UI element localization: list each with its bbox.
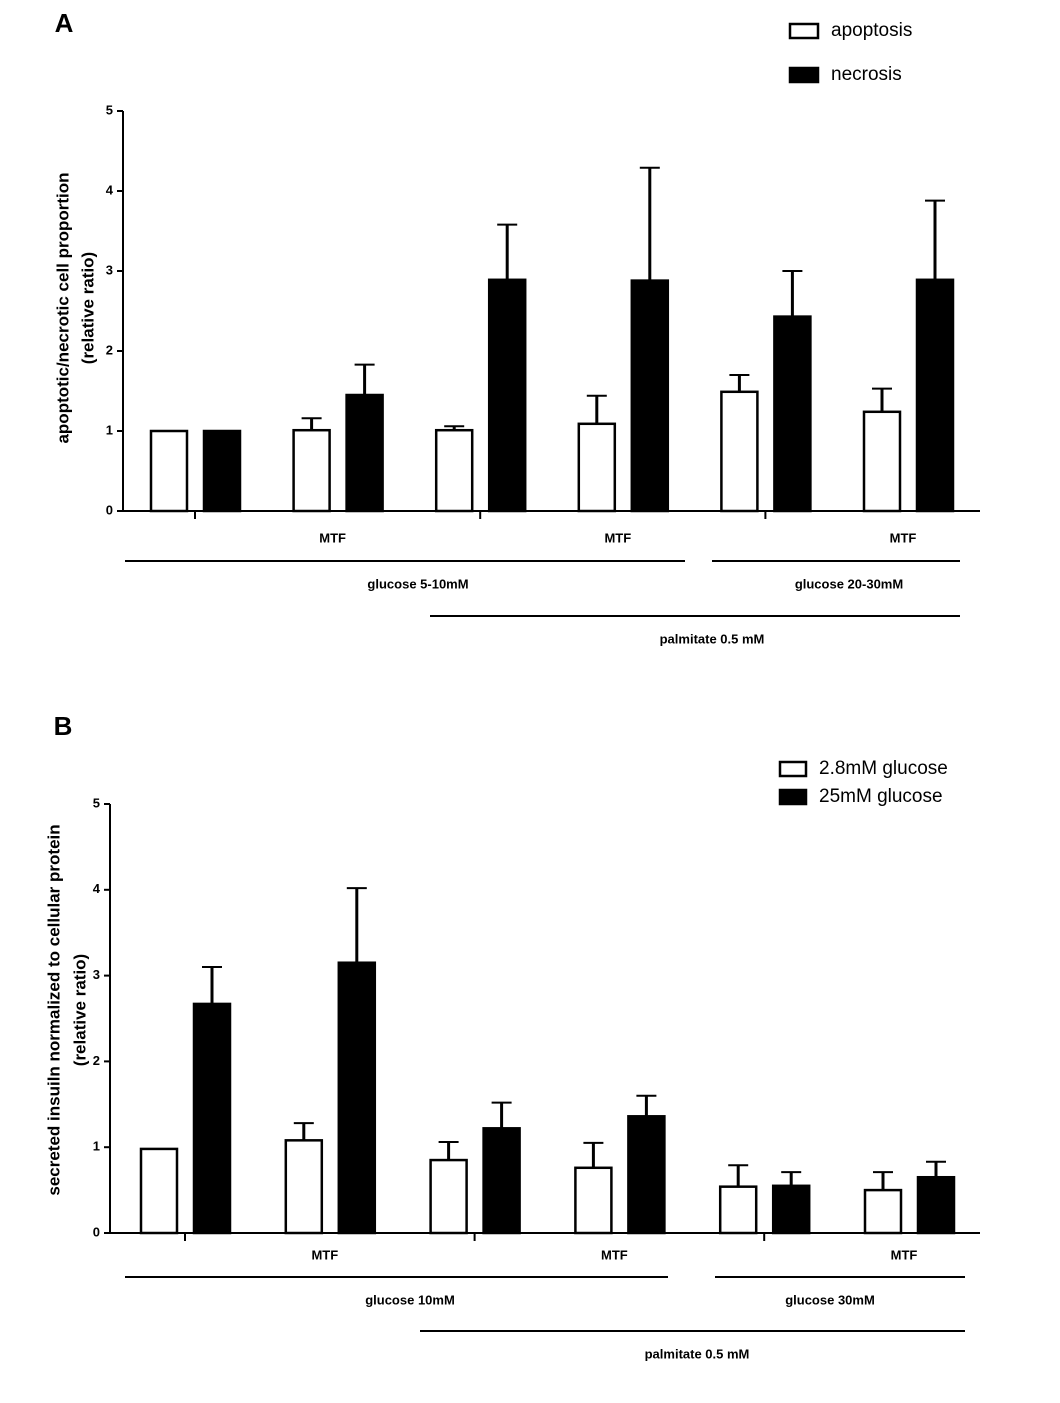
bracket-label: palmitate 0.5 mM [660, 631, 765, 646]
y-tick-label: 5 [106, 102, 113, 117]
bar [627, 1115, 666, 1235]
bar [482, 1127, 521, 1235]
bar [574, 1166, 613, 1235]
x-tick-label: MTF [601, 1247, 628, 1262]
y-tick-label: 4 [106, 182, 114, 197]
bracket-label: glucose 20-30mM [795, 576, 903, 591]
legend-swatch [788, 66, 820, 84]
bar [720, 390, 759, 513]
x-tick-label: MTF [319, 530, 346, 545]
y-tick-label: 4 [93, 881, 101, 896]
bar [862, 410, 902, 513]
bracket-label: glucose 5-10mM [367, 576, 468, 591]
bar [863, 1188, 903, 1235]
legend-label: 25mM glucose [819, 786, 943, 807]
legend-swatch [778, 788, 808, 806]
legend-label: necrosis [831, 64, 902, 85]
bar [284, 1139, 324, 1235]
legend-label: apoptosis [831, 20, 912, 41]
y-axis-label: (relative ratio) [70, 954, 89, 1066]
y-tick-label: 3 [93, 967, 100, 982]
y-axis-label: apoptotic/necrotic cell proportion [53, 172, 72, 443]
y-axis-label: (relative ratio) [78, 252, 97, 364]
y-tick-label: 0 [106, 502, 113, 517]
x-tick-label: MTF [604, 530, 631, 545]
legend-swatch [778, 760, 808, 778]
bar [337, 961, 377, 1235]
panel-label: B [54, 711, 73, 741]
y-tick-label: 2 [93, 1053, 100, 1068]
bar [915, 278, 955, 513]
bar [771, 1184, 811, 1235]
bar [434, 428, 474, 513]
bar [139, 1147, 179, 1235]
bar [192, 1002, 232, 1235]
y-tick-label: 0 [93, 1224, 100, 1239]
bar [345, 393, 384, 513]
bracket-label: glucose 30mM [785, 1292, 875, 1307]
x-tick-label: MTF [891, 1247, 918, 1262]
bracket-label: glucose 10mM [365, 1292, 455, 1307]
bar [916, 1175, 956, 1235]
y-tick-label: 5 [93, 795, 100, 810]
bar [718, 1185, 758, 1235]
bar [429, 1158, 468, 1235]
bar [773, 315, 812, 513]
x-tick-label: MTF [890, 530, 917, 545]
y-tick-label: 2 [106, 342, 113, 357]
bar [202, 429, 242, 513]
bar [577, 422, 617, 513]
bar [149, 429, 189, 513]
bar [630, 279, 670, 513]
bracket-label: palmitate 0.5 mM [645, 1346, 750, 1361]
y-tick-label: 1 [106, 422, 113, 437]
x-tick-label: MTF [311, 1247, 338, 1262]
y-tick-label: 1 [93, 1139, 100, 1154]
panel-label: A [55, 8, 74, 38]
y-axis-label: secreted insuiln normalized to cellular … [44, 824, 63, 1195]
bar [487, 278, 527, 513]
y-tick-label: 3 [106, 262, 113, 277]
legend-label: 2.8mM glucose [819, 758, 948, 779]
bar [292, 428, 331, 513]
legend-swatch [788, 22, 820, 40]
